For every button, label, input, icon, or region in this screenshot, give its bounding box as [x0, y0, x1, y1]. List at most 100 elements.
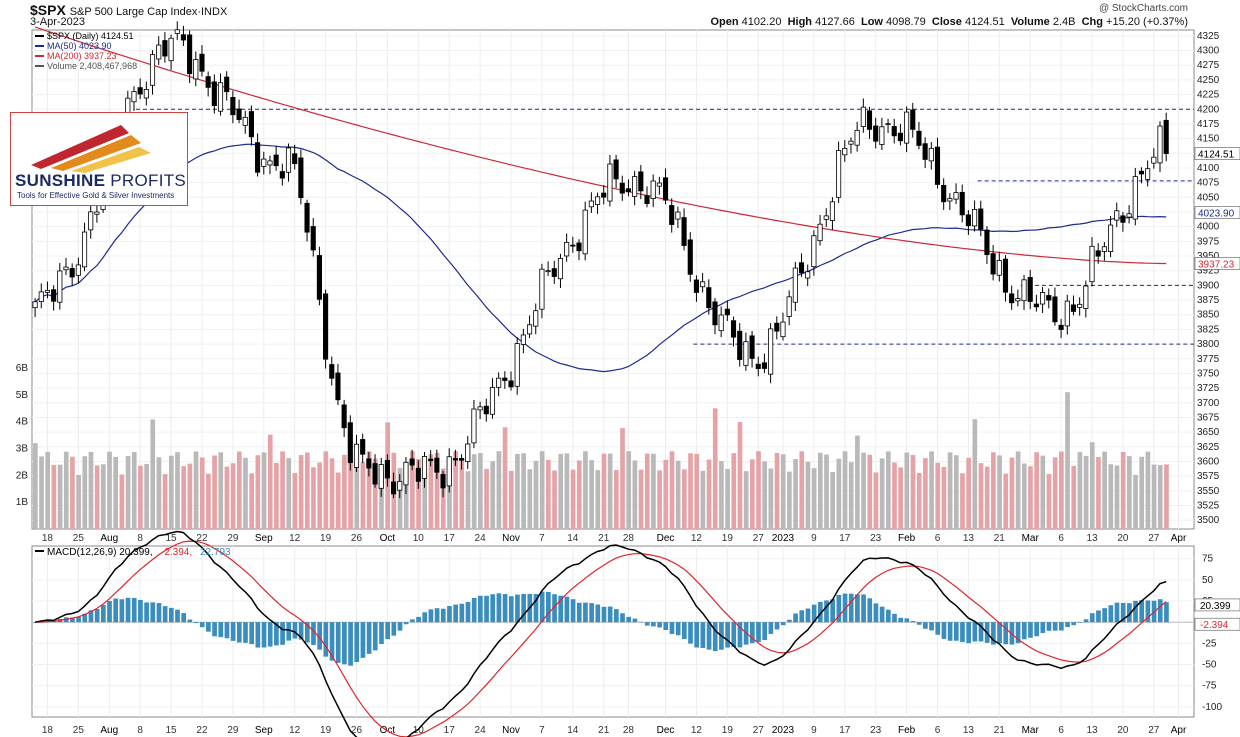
- volume-bar: [181, 466, 187, 529]
- chg-value: +15.20 (+0.37%): [1106, 16, 1188, 28]
- candle-body: [1027, 277, 1033, 302]
- macd-x-tick-label: Dec: [657, 725, 675, 736]
- volume-bar: [484, 468, 489, 529]
- volume-bar: [267, 434, 273, 529]
- volume-bar: [929, 451, 934, 529]
- x-tick-label: 24: [475, 533, 487, 544]
- macd-x-tick-label: Apr: [1171, 725, 1187, 736]
- volume-bar: [879, 458, 885, 529]
- price-y-tick: 3950: [1197, 251, 1220, 262]
- volume-bar: [329, 458, 335, 529]
- macd-x-tick-label: 13: [963, 725, 975, 736]
- candle-body: [199, 53, 205, 72]
- macd-histogram-bar: [311, 622, 316, 645]
- chart-date: 3-Apr-2023: [30, 16, 86, 28]
- candle-body: [88, 211, 94, 231]
- candle-body: [502, 377, 508, 381]
- volume-bar: [453, 451, 458, 529]
- candle-body: [1015, 298, 1021, 302]
- volume-bar: [1003, 473, 1009, 529]
- macd-histogram-bar: [329, 622, 335, 661]
- candle-body: [644, 195, 650, 204]
- macd-histogram-bar: [1114, 602, 1120, 623]
- macd-histogram-bar: [848, 593, 854, 623]
- volume-bar: [131, 452, 137, 529]
- candle-body: [910, 109, 916, 130]
- macd-y-tick: -50: [1202, 660, 1217, 671]
- candle-body: [1138, 170, 1145, 175]
- candle-body: [700, 281, 706, 288]
- volume-bar: [694, 453, 700, 529]
- low-value: 4098.79: [886, 16, 926, 28]
- candle-body: [255, 142, 261, 173]
- x-tick-label: 2023: [772, 533, 795, 544]
- x-tick-label: 19: [722, 533, 734, 544]
- price-y-tick: 4225: [1197, 90, 1220, 101]
- x-tick-label: Aug: [100, 533, 118, 544]
- candle-body: [434, 457, 440, 473]
- volume-bar: [162, 474, 168, 529]
- x-tick-label: Mar: [1022, 533, 1040, 544]
- macd-histogram-bar: [206, 622, 211, 632]
- macd-legend-signal: -2.394,: [161, 547, 192, 558]
- macd-x-tick-label: 23: [870, 725, 882, 736]
- candle-body: [353, 443, 360, 468]
- candle-body: [786, 296, 792, 317]
- macd-histogram-bar: [867, 598, 873, 623]
- price-y-tick: 4100: [1197, 163, 1220, 174]
- macd-histogram-bar: [88, 610, 94, 623]
- candle-body: [594, 196, 601, 205]
- macd-histogram-bar: [595, 604, 601, 623]
- volume-bar: [916, 472, 922, 529]
- volume-bar: [960, 473, 965, 529]
- macd-x-tick-label: 21: [994, 725, 1006, 736]
- candle-body: [360, 439, 366, 455]
- candle-body: [1009, 293, 1015, 304]
- volume-bar: [224, 466, 230, 529]
- x-tick-label: 14: [567, 533, 579, 544]
- candle-body: [984, 229, 990, 256]
- candle-body: [526, 324, 533, 335]
- x-tick-label: 28: [623, 533, 635, 544]
- macd-histogram-bar: [1065, 622, 1070, 628]
- macd-histogram-bar: [360, 622, 366, 658]
- volume-bar: [156, 457, 162, 529]
- volume-bar: [1120, 451, 1126, 529]
- candle-body: [947, 198, 953, 202]
- macd-x-tick-label: 27: [1148, 725, 1160, 736]
- volume-bar: [274, 462, 279, 529]
- candle-body: [836, 150, 842, 198]
- macd-histogram-bar: [570, 599, 576, 623]
- price-y-tick: 3750: [1197, 368, 1220, 379]
- volume-bar: [626, 451, 632, 529]
- candle-body: [205, 76, 211, 88]
- macd-histogram-bar: [1003, 622, 1009, 645]
- volume-bar: [113, 456, 119, 529]
- candle-body: [718, 314, 724, 332]
- volume-bar: [88, 451, 94, 529]
- candle-body: [341, 404, 347, 429]
- macd-histogram-bar: [1133, 600, 1138, 623]
- close-label: Close: [931, 16, 962, 28]
- volume-bar: [595, 470, 601, 529]
- volume-bar: [799, 451, 805, 529]
- macd-histogram-bar: [1164, 602, 1169, 623]
- x-tick-label: Dec: [657, 533, 675, 544]
- macd-histogram-bar: [1077, 622, 1083, 623]
- macd-histogram-bar: [1108, 605, 1114, 623]
- volume-bar: [45, 451, 51, 529]
- x-tick-label: 12: [289, 533, 301, 544]
- candle-body: [638, 171, 644, 192]
- macd-histogram-bar: [391, 622, 397, 636]
- macd-histogram-bar: [1040, 622, 1046, 633]
- x-tick-label: 7: [539, 533, 545, 544]
- macd-histogram-bar: [978, 622, 984, 642]
- volume-bar: [805, 461, 811, 529]
- macd-histogram-bar: [1127, 603, 1132, 623]
- macd-histogram-bar: [131, 597, 137, 623]
- x-tick-label: 18: [42, 533, 54, 544]
- candle-body: [180, 34, 186, 41]
- volume-bar: [1083, 455, 1089, 529]
- price-y-tick: 3625: [1197, 442, 1220, 453]
